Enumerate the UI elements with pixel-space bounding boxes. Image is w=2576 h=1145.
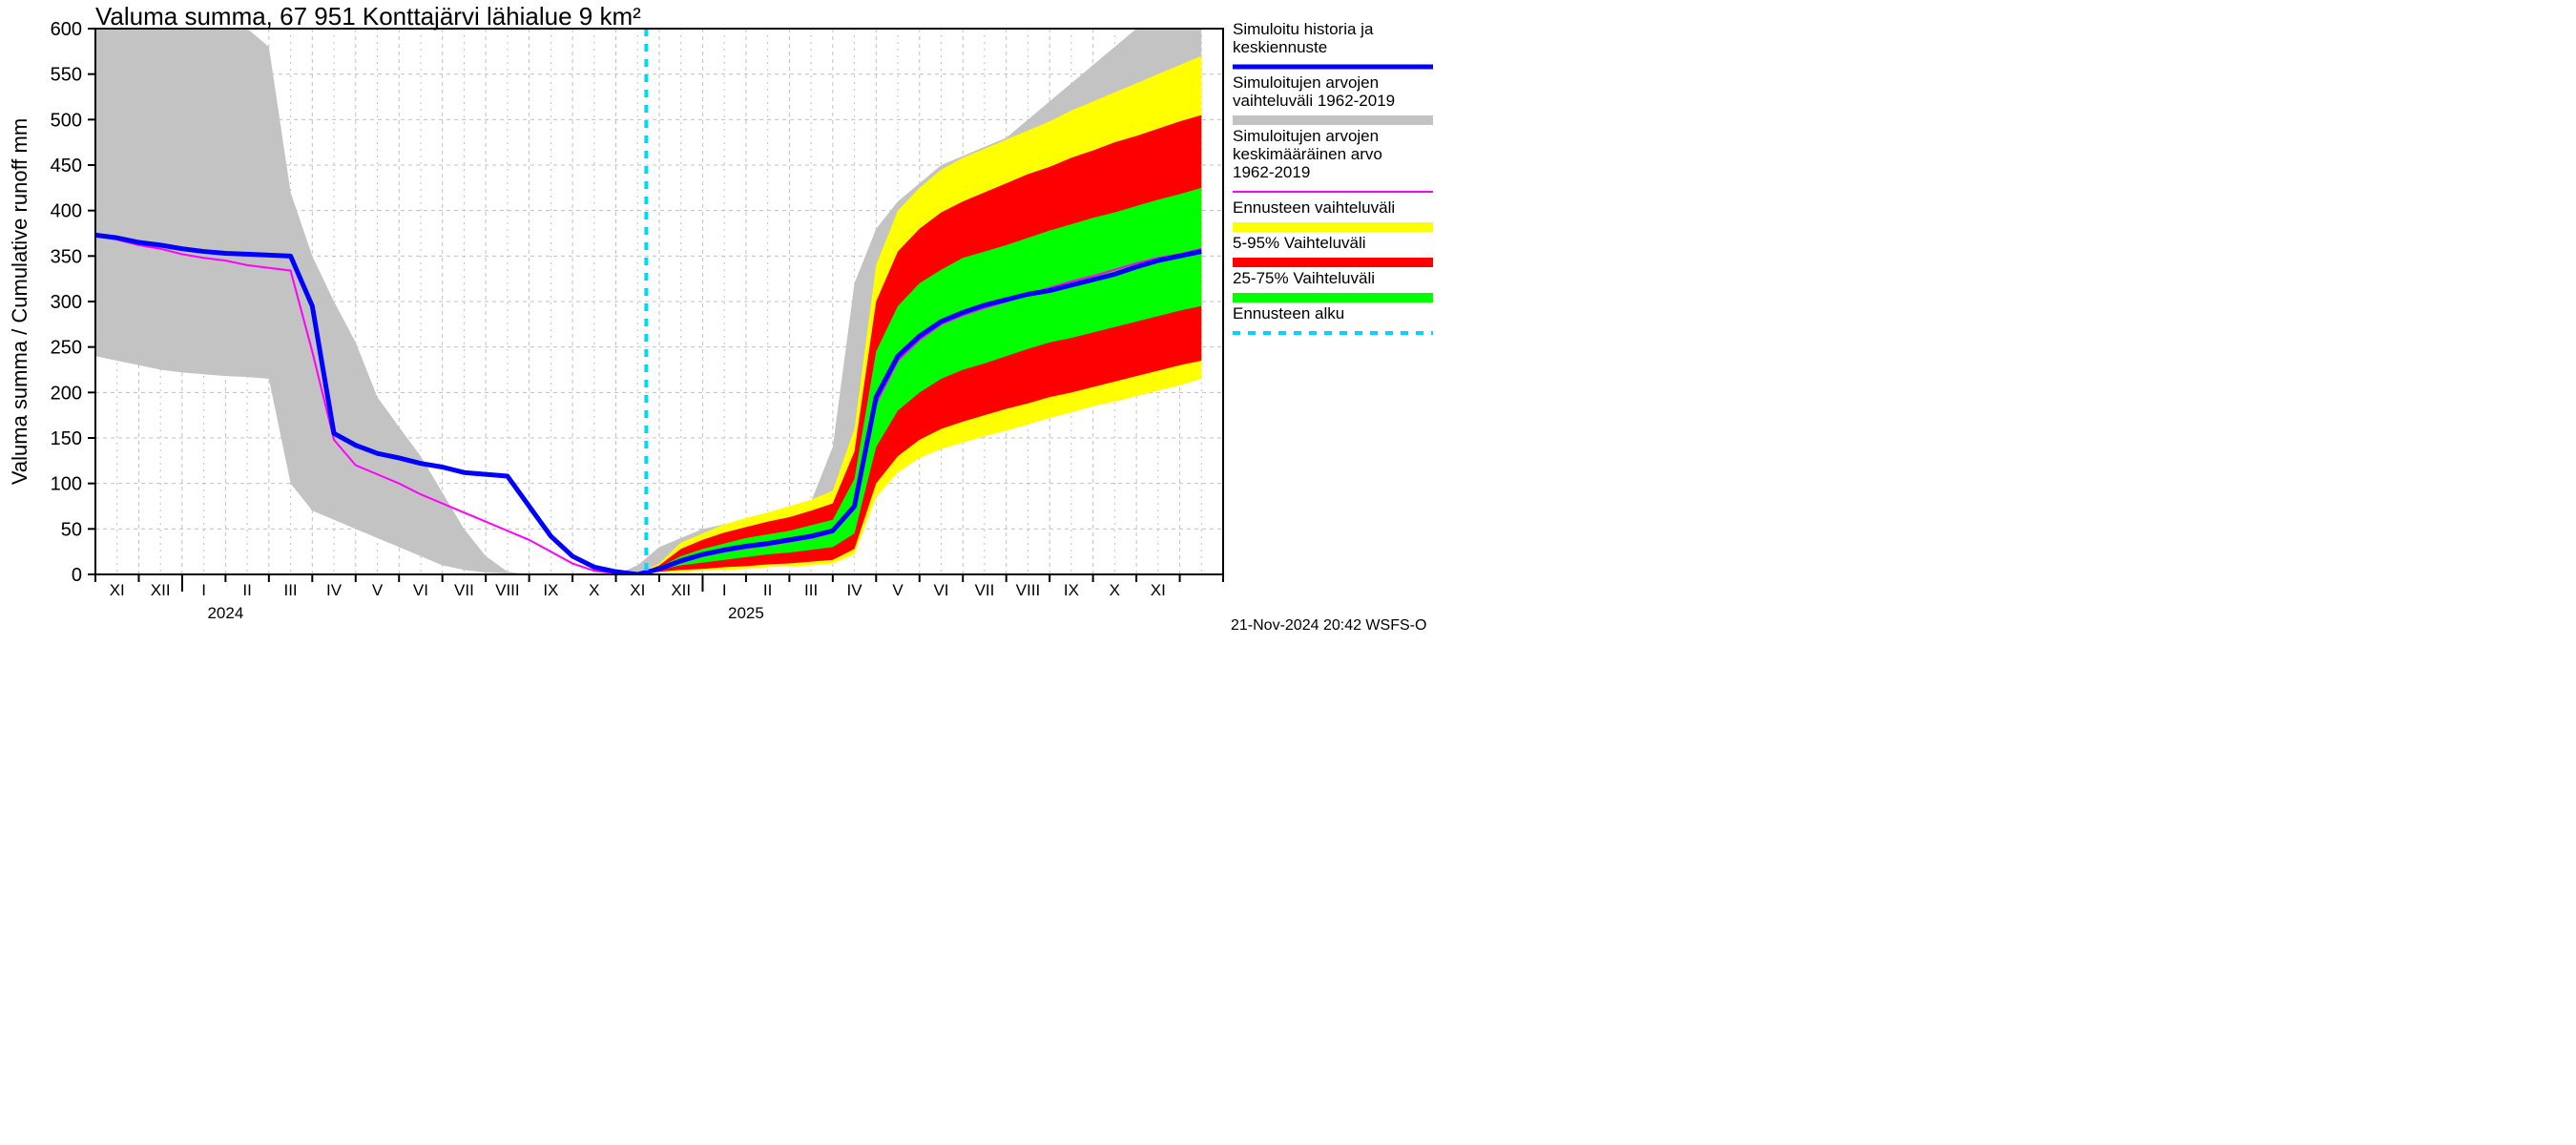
legend-label: 5-95% Vaihteluväli	[1233, 234, 1366, 252]
ytick-label: 350	[51, 246, 82, 267]
footer-timestamp: 21-Nov-2024 20:42 WSFS-O	[1231, 617, 1426, 634]
legend-label: Simuloitujen arvojen	[1233, 73, 1379, 92]
chart-title: Valuma summa, 67 951 Konttajärvi lähialu…	[95, 2, 641, 31]
ytick-label: 250	[51, 338, 82, 359]
month-label: I	[201, 581, 206, 599]
ytick-label: 100	[51, 474, 82, 495]
legend-label: 25-75% Vaihteluväli	[1233, 269, 1375, 287]
legend-label: vaihteluväli 1962-2019	[1233, 92, 1395, 110]
ytick-label: 0	[72, 565, 82, 586]
month-label: III	[283, 581, 297, 599]
ytick-label: 550	[51, 65, 82, 86]
month-label: II	[242, 581, 251, 599]
legend-label: Ennusteen alku	[1233, 304, 1344, 323]
year-label: 2025	[728, 604, 764, 622]
month-label: X	[1110, 581, 1120, 599]
ytick-label: 50	[61, 519, 82, 540]
ytick-label: 500	[51, 110, 82, 131]
month-label: V	[892, 581, 904, 599]
legend-label: Simuloitujen arvojen	[1233, 127, 1379, 145]
ytick-label: 300	[51, 292, 82, 313]
legend-label: Ennusteen vaihteluväli	[1233, 198, 1395, 217]
ytick-label: 150	[51, 428, 82, 449]
month-label: XII	[671, 581, 691, 599]
month-label: III	[804, 581, 818, 599]
month-label: XI	[1151, 581, 1166, 599]
legend-label: Simuloitu historia ja	[1233, 20, 1374, 38]
month-label: IV	[326, 581, 343, 599]
legend-label: keskimääräinen arvo	[1233, 145, 1382, 163]
year-label: 2024	[207, 604, 243, 622]
chart-container: 050100150200250300350400450500550600XIXI…	[0, 0, 1443, 641]
month-label: IX	[543, 581, 558, 599]
month-label: VII	[454, 581, 474, 599]
month-label: XII	[151, 581, 171, 599]
month-label: X	[589, 581, 599, 599]
month-label: VII	[975, 581, 995, 599]
runoff-chart: 050100150200250300350400450500550600XIXI…	[0, 0, 1443, 641]
ytick-label: 200	[51, 383, 82, 404]
ytick-label: 450	[51, 156, 82, 177]
month-label: I	[722, 581, 727, 599]
month-label: II	[763, 581, 772, 599]
month-label: VIII	[495, 581, 520, 599]
month-label: V	[372, 581, 384, 599]
y-axis-label: Valuma summa / Cumulative runoff mm	[8, 118, 31, 485]
month-label: XI	[630, 581, 645, 599]
month-label: VIII	[1016, 581, 1041, 599]
legend-label: 1962-2019	[1233, 163, 1310, 181]
month-label: XI	[110, 581, 125, 599]
month-label: IX	[1064, 581, 1079, 599]
ytick-label: 600	[51, 19, 82, 40]
month-label: VI	[413, 581, 428, 599]
legend-label: keskiennuste	[1233, 38, 1327, 56]
ytick-label: 400	[51, 201, 82, 222]
month-label: IV	[847, 581, 863, 599]
month-label: VI	[933, 581, 948, 599]
